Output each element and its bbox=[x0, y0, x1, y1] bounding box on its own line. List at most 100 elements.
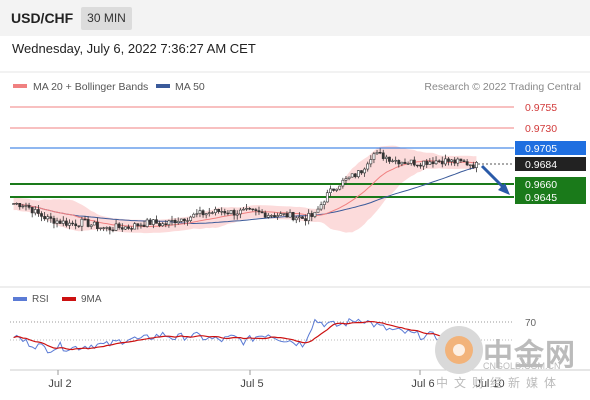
candle-body bbox=[260, 211, 264, 214]
candle-body bbox=[108, 227, 112, 231]
candle-body bbox=[447, 158, 450, 162]
candle-body bbox=[400, 161, 404, 165]
candle-body bbox=[99, 227, 102, 229]
candle-body bbox=[297, 216, 301, 219]
watermark-logo-core bbox=[453, 344, 465, 356]
pivot-label: 0.9705 bbox=[525, 143, 557, 155]
bollinger-band bbox=[13, 145, 477, 234]
candle-body bbox=[437, 160, 441, 162]
candle-body bbox=[329, 188, 332, 194]
candle-body bbox=[422, 160, 426, 167]
candle-body bbox=[301, 216, 304, 219]
candle-body bbox=[344, 178, 348, 181]
candlesticks bbox=[12, 148, 478, 235]
candle-body bbox=[89, 224, 93, 227]
candle-body bbox=[468, 164, 472, 166]
candle-body bbox=[471, 164, 475, 168]
candle-body bbox=[409, 159, 413, 164]
candle-body bbox=[80, 218, 84, 227]
candle-body bbox=[210, 212, 214, 214]
ma20-line bbox=[13, 160, 477, 228]
candle-body bbox=[248, 208, 252, 210]
watermark-tagline: 中文财经新媒体 bbox=[436, 376, 563, 390]
candle-body bbox=[304, 218, 307, 221]
candle-body bbox=[384, 156, 388, 159]
forecast-arrow-head bbox=[498, 183, 510, 195]
candle-body bbox=[176, 221, 180, 224]
candle-body bbox=[245, 208, 248, 210]
candle-body bbox=[369, 159, 373, 165]
candle-body bbox=[276, 215, 280, 217]
candle-body bbox=[40, 213, 43, 217]
candle-body bbox=[64, 220, 68, 226]
forecast-arrow bbox=[480, 164, 506, 190]
candle-body bbox=[412, 159, 416, 166]
candle-body bbox=[204, 213, 208, 216]
candle-body bbox=[179, 218, 183, 222]
candle-body bbox=[357, 170, 360, 178]
candle-body bbox=[217, 208, 220, 213]
candle-body bbox=[322, 201, 326, 205]
candle-body bbox=[450, 159, 453, 162]
candle-body bbox=[313, 211, 317, 217]
candle-body bbox=[270, 215, 273, 217]
candle-body bbox=[114, 223, 118, 231]
rsi-line bbox=[13, 317, 477, 354]
candle-body bbox=[105, 227, 109, 229]
candle-body bbox=[238, 209, 242, 215]
candle-body bbox=[195, 213, 199, 215]
candle-body bbox=[220, 211, 224, 213]
candle-body bbox=[120, 227, 124, 230]
candle-body bbox=[363, 168, 366, 174]
candle-body bbox=[366, 163, 370, 170]
x-label-4: Jul 10 bbox=[475, 378, 504, 390]
candle-body bbox=[55, 220, 59, 224]
candle-body bbox=[347, 176, 351, 179]
candle-body bbox=[164, 223, 168, 226]
candle-body bbox=[158, 223, 161, 227]
candle-body bbox=[30, 207, 34, 214]
candle-body bbox=[192, 213, 196, 218]
candle-body bbox=[291, 212, 295, 221]
candle-body bbox=[83, 218, 87, 221]
candle-body bbox=[142, 224, 146, 227]
last-price-tag bbox=[515, 157, 586, 171]
timeframe-button[interactable]: 30 MIN bbox=[81, 7, 132, 30]
candle-body bbox=[394, 160, 398, 162]
candle-body bbox=[130, 228, 133, 230]
candle-body bbox=[232, 210, 236, 216]
candle-body bbox=[254, 209, 258, 211]
candle-body bbox=[127, 226, 130, 229]
candle-body bbox=[310, 213, 314, 217]
candle-body bbox=[74, 223, 78, 227]
candle-body bbox=[15, 203, 19, 205]
candle-body bbox=[273, 215, 276, 217]
candle-body bbox=[24, 205, 28, 207]
candle-body bbox=[27, 205, 31, 208]
candle-body bbox=[151, 219, 155, 225]
rsi-ma-line bbox=[13, 320, 477, 351]
candle-body bbox=[316, 208, 320, 213]
x-label-3: Jul 6 bbox=[411, 378, 434, 390]
rsi-70-label: 70 bbox=[525, 318, 537, 329]
ma20-legend-swatch bbox=[13, 84, 27, 88]
support-2-label: 0.9645 bbox=[525, 192, 557, 204]
candle-body bbox=[207, 212, 211, 214]
candle-body bbox=[257, 210, 261, 213]
rsi-legend: RSI bbox=[32, 294, 49, 305]
candle-body bbox=[49, 216, 53, 219]
candle-body bbox=[428, 161, 432, 165]
candle-body bbox=[251, 208, 255, 210]
candle-body bbox=[155, 219, 158, 224]
resistance-1-label: 0.9730 bbox=[525, 123, 557, 135]
candle-body bbox=[397, 160, 401, 165]
candle-body bbox=[92, 221, 96, 226]
candle-body bbox=[403, 161, 407, 164]
candle-body bbox=[434, 160, 438, 165]
candle-body bbox=[338, 185, 342, 190]
candle-body bbox=[96, 221, 99, 229]
candle-body bbox=[201, 210, 205, 216]
candle-body bbox=[288, 212, 292, 218]
candle-body bbox=[235, 213, 239, 216]
